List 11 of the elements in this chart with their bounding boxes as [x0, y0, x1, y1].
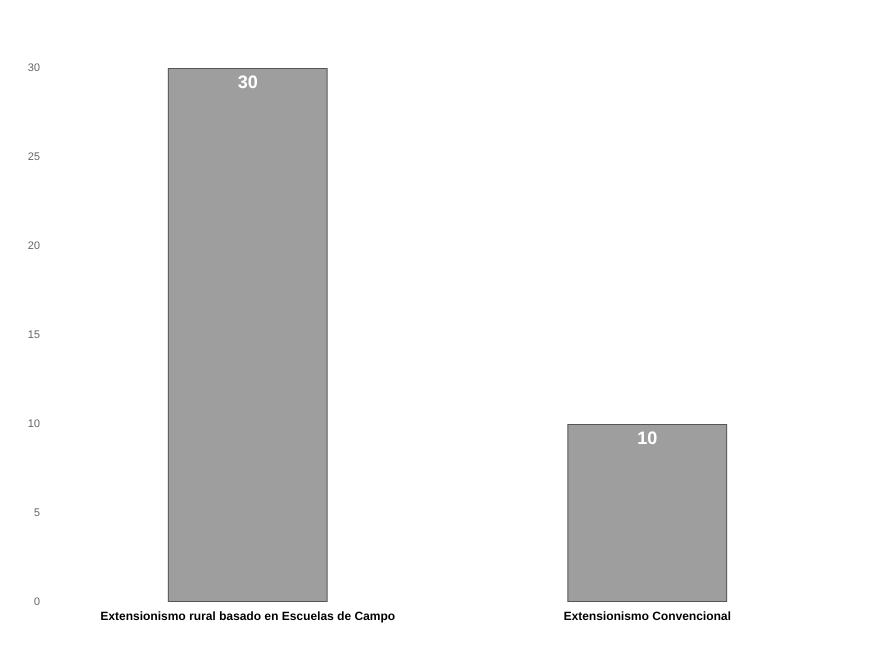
x-tick-label: Extensionismo Convencional	[564, 609, 731, 623]
y-tick-label: 15	[28, 329, 40, 341]
y-tick-label: 10	[28, 418, 40, 430]
data-label: 30	[238, 72, 258, 92]
y-tick-label: 25	[28, 151, 40, 163]
y-tick-label: 20	[28, 240, 40, 252]
y-tick-label: 30	[28, 62, 40, 74]
y-tick-label: 0	[34, 596, 40, 608]
data-label: 10	[637, 428, 658, 448]
x-tick-label: Extensionismo rural basado en Escuelas de Campo	[100, 609, 396, 623]
y-tick-label: 5	[34, 507, 40, 519]
